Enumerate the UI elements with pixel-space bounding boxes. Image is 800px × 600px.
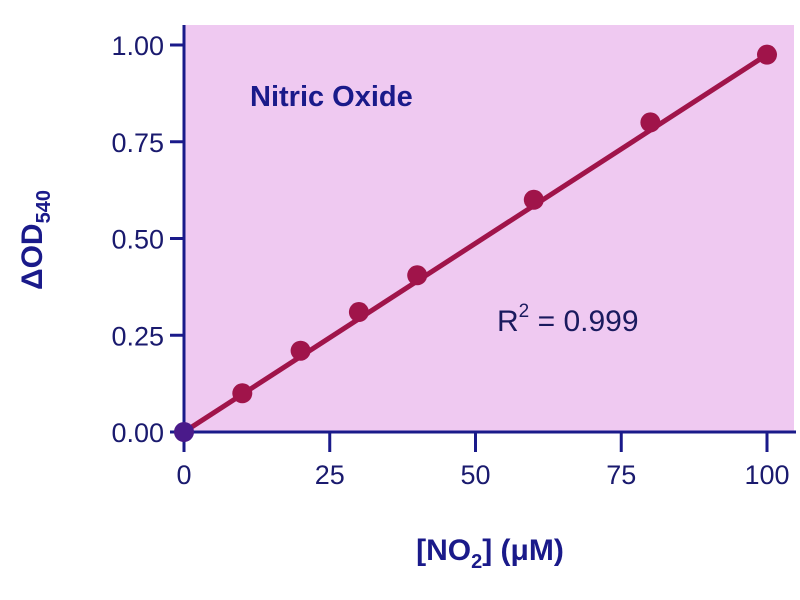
y-tick-label: 0.50 <box>111 225 164 255</box>
ticks: 0 25 50 75 100 0.00 0.25 0.50 0.75 1.00 <box>111 31 789 490</box>
data-point <box>523 189 544 210</box>
x-tick-label: 0 <box>176 460 191 490</box>
x-tick-label: 75 <box>606 460 636 490</box>
y-tick-label: 0.25 <box>111 321 164 351</box>
data-point <box>174 422 194 442</box>
data-point <box>407 265 428 286</box>
x-tick-label: 100 <box>744 460 789 490</box>
data-point <box>232 383 253 404</box>
x-axis-label: [NO2] (μM) <box>416 534 564 573</box>
data-point <box>290 340 311 361</box>
y-tick-label: 0.00 <box>111 418 164 448</box>
y-axis-label: ΔOD540 <box>16 190 55 290</box>
x-tick-label: 25 <box>315 460 345 490</box>
data-point <box>757 44 777 65</box>
data-points <box>174 44 777 442</box>
fit-line <box>182 52 769 435</box>
axes <box>182 25 796 435</box>
data-point <box>348 302 369 323</box>
data-point <box>640 112 661 133</box>
x-tick-label: 50 <box>460 460 490 490</box>
y-tick-label: 0.75 <box>111 128 164 158</box>
y-tick-label: 1.00 <box>111 31 164 61</box>
chart-title: Nitric Oxide <box>250 81 413 113</box>
r-squared-annotation: R2 = 0.999 <box>497 301 639 338</box>
